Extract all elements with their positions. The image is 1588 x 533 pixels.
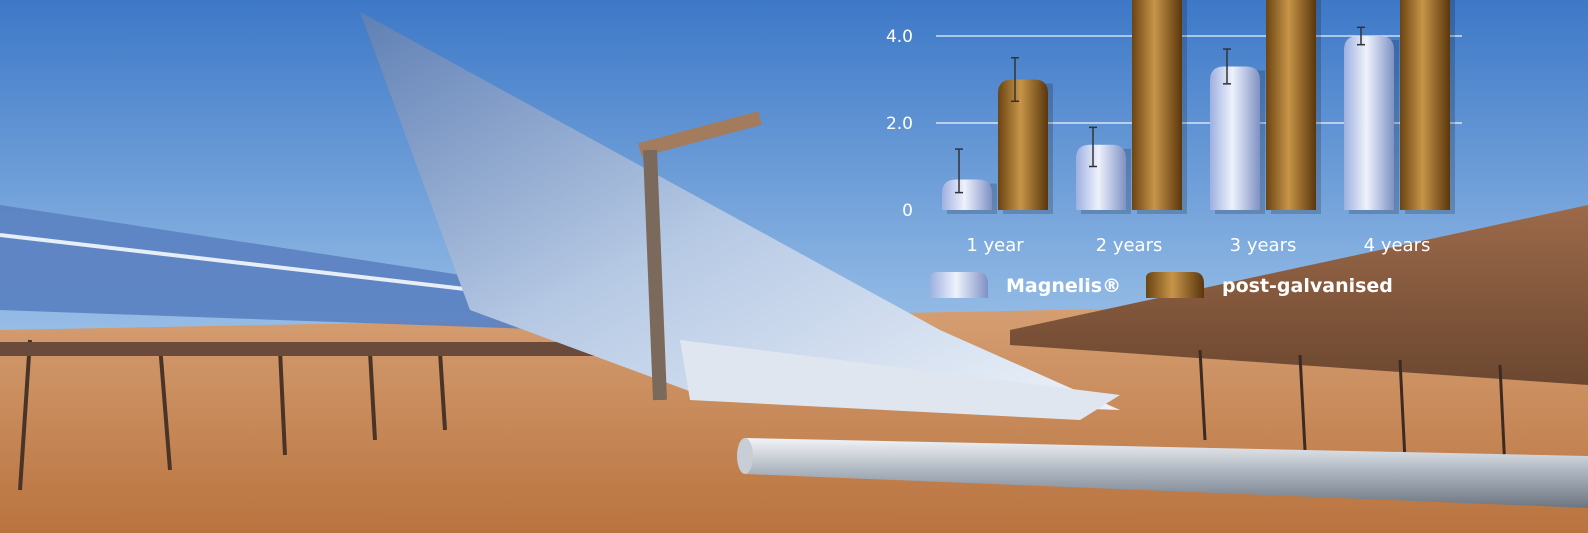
y-tick-label: 2.0 bbox=[886, 114, 913, 134]
bar-magnelis-1 bbox=[942, 179, 992, 210]
x-tick-label: 4 years bbox=[1364, 235, 1431, 256]
y-tick-label: 0 bbox=[902, 201, 913, 221]
bar-post-galvanised-3 bbox=[1266, 0, 1316, 210]
bar-post-galvanised-1 bbox=[998, 79, 1048, 210]
x-tick-label: 1 year bbox=[966, 235, 1024, 256]
legend-swatch-magnelis bbox=[930, 272, 988, 298]
bar-post-galvanised-2 bbox=[1132, 0, 1182, 210]
legend-label: Magnelis® bbox=[1006, 275, 1121, 297]
x-tick-label: 2 years bbox=[1096, 235, 1163, 256]
legend-label: post-galvanised bbox=[1222, 275, 1393, 297]
x-tick-label: 3 years bbox=[1230, 235, 1297, 256]
y-tick-label: 4.0 bbox=[886, 27, 913, 47]
legend-swatch-post-galvanised bbox=[1146, 272, 1204, 298]
bar-magnelis-4 bbox=[1344, 36, 1394, 210]
bar-magnelis-2 bbox=[1076, 144, 1126, 210]
bar-magnelis-3 bbox=[1210, 66, 1260, 210]
bar-post-galvanised-4 bbox=[1400, 0, 1450, 210]
